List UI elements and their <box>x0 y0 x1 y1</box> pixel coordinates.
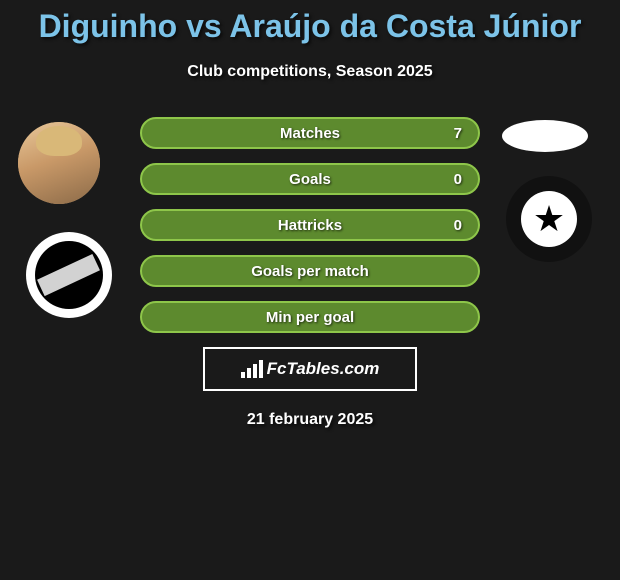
stat-row-hattricks: Hattricks 0 <box>140 209 480 241</box>
stat-row-goals: Goals 0 <box>140 163 480 195</box>
stat-label: Goals per match <box>251 263 369 280</box>
club2-badge: ★ <box>506 176 592 262</box>
stat-label: Hattricks <box>278 217 342 234</box>
club1-badge <box>26 232 112 318</box>
stat-value: 0 <box>454 217 462 234</box>
page-title: Diguinho vs Araújo da Costa Júnior <box>0 0 620 45</box>
stat-row-matches: Matches 7 <box>140 117 480 149</box>
player2-avatar-placeholder <box>502 120 588 152</box>
vasco-icon <box>35 241 103 309</box>
stats-list: Matches 7 Goals 0 Hattricks 0 Goals per … <box>140 117 480 333</box>
stat-value: 7 <box>454 125 462 142</box>
player1-avatar <box>18 122 100 204</box>
brand-badge: FcTables.com <box>203 347 417 391</box>
subtitle: Club competitions, Season 2025 <box>0 63 620 81</box>
date-label: 21 february 2025 <box>0 411 620 429</box>
stat-value: 0 <box>454 171 462 188</box>
stat-label: Min per goal <box>266 309 354 326</box>
stat-row-min-per-goal: Min per goal <box>140 301 480 333</box>
chart-icon <box>241 360 263 378</box>
star-icon: ★ <box>533 201 565 237</box>
stat-label: Matches <box>280 125 340 142</box>
stat-row-goals-per-match: Goals per match <box>140 255 480 287</box>
botafogo-icon: ★ <box>521 191 577 247</box>
stat-label: Goals <box>289 171 331 188</box>
brand-text: FcTables.com <box>267 359 380 379</box>
